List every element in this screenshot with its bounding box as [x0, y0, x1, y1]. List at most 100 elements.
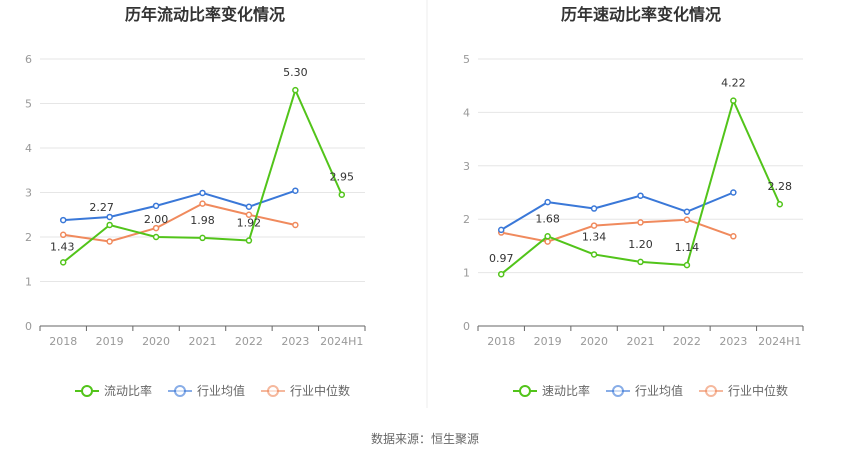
series-point-1 — [106, 213, 113, 221]
series-point-2 — [637, 219, 644, 226]
data-label: 1.20 — [628, 238, 653, 251]
series-point-2 — [199, 200, 206, 207]
x-tick-label: 2023 — [719, 335, 747, 348]
series-point-2 — [730, 233, 737, 240]
y-tick-label: 4 — [25, 142, 32, 155]
series-point-2 — [683, 216, 691, 223]
y-tick-label: 3 — [463, 160, 470, 173]
legend-marker — [174, 385, 186, 397]
legend-item-2[interactable]: 行业中位数 — [699, 383, 788, 398]
series-point-0 — [106, 221, 113, 229]
legend-item-0[interactable]: 速动比率 — [513, 383, 590, 398]
y-tick-label: 1 — [25, 276, 32, 289]
x-tick-label: 2021 — [627, 335, 655, 348]
y-tick-label: 4 — [463, 106, 470, 119]
legend-label: 行业中位数 — [728, 383, 788, 398]
legend-marker — [267, 385, 279, 397]
x-tick-label: 2018 — [487, 335, 515, 348]
series-point-1 — [292, 187, 299, 194]
data-label: 4.22 — [721, 77, 746, 90]
series-point-0 — [245, 237, 253, 244]
chart-title: 历年流动比率变化情况 — [125, 5, 285, 24]
series-point-0 — [497, 270, 505, 278]
y-tick-label: 2 — [463, 213, 470, 226]
x-tick-label: 2018 — [49, 335, 77, 348]
x-tick-label: 2021 — [189, 335, 217, 348]
series-point-1 — [497, 226, 505, 234]
data-label: 2.00 — [144, 213, 169, 226]
series-point-2 — [152, 224, 160, 232]
series-point-0 — [590, 251, 598, 258]
series-point-0 — [683, 261, 691, 269]
x-tick-label: 2019 — [534, 335, 562, 348]
series-point-0 — [292, 86, 299, 94]
y-tick-label: 6 — [25, 53, 32, 66]
data-label: 2.95 — [330, 171, 355, 184]
x-tick-label: 2019 — [96, 335, 124, 348]
series-point-1 — [683, 208, 691, 215]
data-label: 0.97 — [489, 252, 514, 265]
series-point-1 — [544, 198, 551, 206]
series-point-1 — [199, 189, 206, 197]
legend-marker — [519, 385, 531, 397]
legend-label: 流动比率 — [104, 383, 152, 398]
series-line-1 — [63, 189, 296, 222]
y-tick-label: 0 — [463, 320, 470, 333]
series-point-2 — [544, 238, 551, 245]
x-tick-label: 2024H1 — [320, 335, 363, 348]
legend-marker — [705, 385, 717, 397]
series-line-1 — [500, 191, 734, 231]
series-point-1 — [59, 216, 67, 224]
series-point-2 — [292, 221, 299, 229]
data-label: 1.34 — [582, 230, 607, 243]
legend-item-1[interactable]: 行业均值 — [168, 383, 245, 398]
data-label: 1.68 — [535, 212, 560, 225]
chart-panel-current-ratio: 历年流动比率变化情况 0 1 2 3 4 5 6 2018 2019 2020 2021 2022 202… — [25, 5, 366, 398]
series-point-2 — [106, 238, 113, 245]
series-point-0 — [59, 259, 67, 266]
legend-item-1[interactable]: 行业均值 — [606, 383, 683, 398]
data-source: 数据来源：恒生聚源 — [371, 431, 479, 446]
x-tick-label: 2024H1 — [758, 335, 801, 348]
data-label: 1.92 — [237, 217, 262, 230]
y-tick-label: 3 — [25, 187, 32, 200]
series-point-0 — [152, 233, 160, 241]
legend-marker — [81, 385, 93, 397]
y-tick-label: 2 — [25, 231, 32, 244]
legend-label: 速动比率 — [542, 383, 590, 398]
series-point-1 — [730, 189, 737, 196]
data-label: 5.30 — [283, 66, 308, 79]
x-tick-label: 2023 — [281, 335, 309, 348]
x-tick-label: 2022 — [235, 335, 263, 348]
data-label: 2.27 — [89, 201, 114, 214]
series-point-0 — [730, 97, 737, 104]
y-tick-label: 5 — [25, 98, 32, 111]
chart-title: 历年速动比率变化情况 — [561, 5, 721, 24]
legend-item-2[interactable]: 行业中位数 — [261, 383, 350, 398]
x-tick-label: 2022 — [673, 335, 701, 348]
y-tick-label: 5 — [463, 53, 470, 66]
series-point-0 — [544, 233, 551, 240]
series-line-2 — [501, 218, 734, 243]
legend-marker — [612, 385, 624, 397]
series-point-0 — [338, 191, 346, 198]
series-point-2 — [59, 231, 67, 239]
legend-label: 行业中位数 — [290, 383, 350, 398]
series-point-0 — [199, 234, 206, 242]
data-label: 1.43 — [50, 240, 75, 253]
y-tick-label: 1 — [463, 267, 470, 280]
x-tick-label: 2020 — [580, 335, 608, 348]
series-point-2 — [245, 211, 253, 218]
series-point-1 — [245, 203, 253, 210]
series-point-1 — [637, 192, 644, 199]
data-label: 2.28 — [768, 180, 793, 193]
legend-label: 行业均值 — [197, 383, 245, 398]
legend-label: 行业均值 — [635, 383, 683, 398]
series-point-0 — [637, 258, 644, 266]
series-point-2 — [590, 222, 598, 229]
series-point-1 — [590, 205, 598, 212]
legend-item-0[interactable]: 流动比率 — [75, 383, 152, 398]
x-tick-label: 2020 — [142, 335, 170, 348]
series-point-1 — [152, 202, 160, 210]
